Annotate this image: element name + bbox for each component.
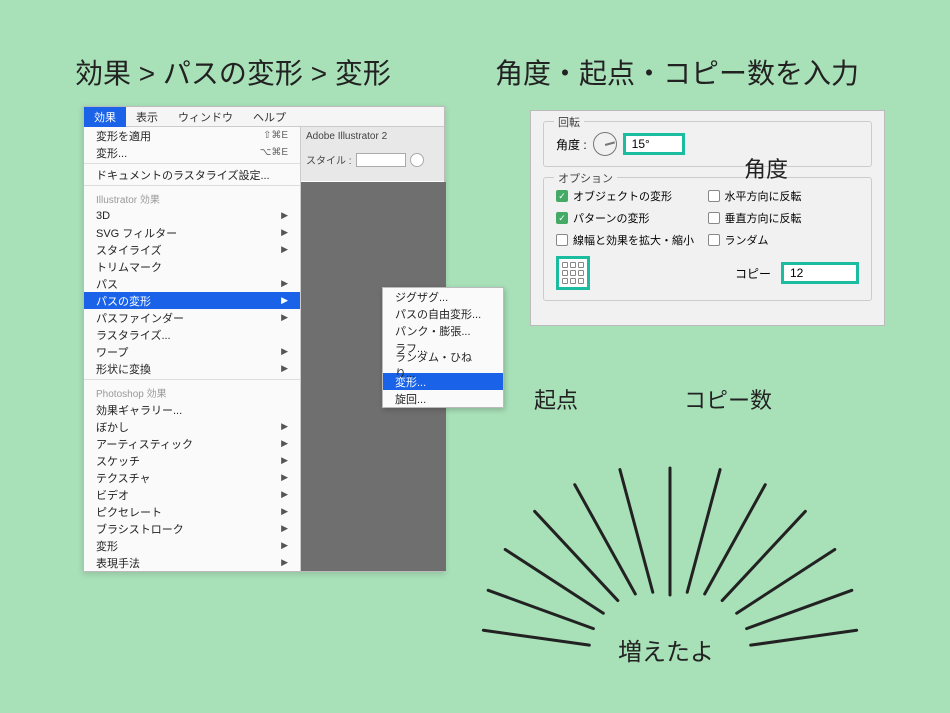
copy-input[interactable]: 12 — [781, 262, 859, 284]
menubar-item[interactable]: 効果 — [84, 107, 126, 127]
ray — [749, 629, 858, 647]
window-toolbar: Adobe Illustrator 2 スタイル : — [299, 127, 444, 181]
menu-item[interactable]: スタイライズ▶ — [84, 241, 300, 258]
copy-label: コピー — [735, 265, 771, 282]
menubar-item[interactable]: ヘルプ — [243, 107, 296, 127]
menubar: 効果表示ウィンドウヘルプ — [84, 107, 444, 127]
menu-item[interactable]: パスの変形▶ — [84, 292, 300, 309]
menu-item[interactable]: テクスチャ▶ — [84, 469, 300, 486]
ray — [482, 629, 591, 647]
heading-left: 効果 > パスの変形 > 変形 — [75, 52, 391, 92]
checkbox-row[interactable]: ✓パターンの変形 — [556, 210, 708, 226]
checkbox-icon — [556, 234, 568, 246]
menu-item[interactable]: SVG フィルター▶ — [84, 224, 300, 241]
ray — [669, 467, 672, 597]
angle-input[interactable]: 15° — [623, 133, 685, 155]
menu-item[interactable]: ワープ▶ — [84, 343, 300, 360]
menu-item[interactable]: 変形を適用⇧⌘E — [84, 127, 300, 144]
style-label: スタイル : — [306, 152, 352, 167]
menu-item[interactable]: アーティスティック▶ — [84, 435, 300, 452]
options-legend: オプション — [554, 170, 617, 186]
menubar-item[interactable]: ウィンドウ — [168, 107, 243, 127]
checkbox-icon — [708, 212, 720, 224]
menu-item[interactable]: ビデオ▶ — [84, 486, 300, 503]
angle-label: 角度 : — [556, 136, 587, 153]
menu-item[interactable]: 形状に変換▶ — [84, 360, 300, 377]
menu-section-label: Photoshop 効果 — [84, 382, 300, 401]
style-select[interactable] — [356, 153, 406, 167]
toolbar-btn[interactable] — [410, 153, 424, 167]
menu-item[interactable]: 3D▶ — [84, 207, 300, 224]
menu-item[interactable]: 変形▶ — [84, 537, 300, 554]
checkbox-row[interactable]: 水平方向に反転 — [708, 188, 860, 204]
ray — [735, 547, 837, 615]
menu-item[interactable]: ブラシストローク▶ — [84, 520, 300, 537]
angle-dial-icon[interactable] — [593, 132, 617, 156]
heading-right: 角度・起点・コピー数を入力 — [495, 52, 859, 92]
checkbox-icon: ✓ — [556, 190, 568, 202]
menu-item[interactable]: パス▶ — [84, 275, 300, 292]
checkbox-icon — [708, 234, 720, 246]
menu-item[interactable]: ドキュメントのラスタライズ設定... — [84, 166, 300, 183]
menu-item[interactable]: ぼかし▶ — [84, 418, 300, 435]
checkbox-row[interactable]: 垂直方向に反転 — [708, 210, 860, 226]
ray — [720, 509, 807, 602]
menu-item[interactable]: ジグザグ... — [383, 288, 503, 305]
checkbox-icon — [708, 190, 720, 202]
origin-annot: 起点 — [534, 383, 578, 415]
menu-item[interactable]: 効果ギャラリー... — [84, 401, 300, 418]
angle-annot: 角度 — [744, 152, 788, 184]
menu-item[interactable]: トリムマーク — [84, 258, 300, 275]
window-title: Adobe Illustrator 2 — [306, 131, 438, 142]
transform-dialog: 回転 角度 : 15° オプション ✓オブジェクトの変形水平方向に反転✓パターン… — [530, 110, 885, 326]
checkbox-row[interactable]: ランダム — [708, 232, 860, 248]
menu-item[interactable]: ラスタライズ... — [84, 326, 300, 343]
copy-annot: コピー数 — [684, 383, 772, 415]
ray — [503, 547, 605, 615]
ray — [533, 509, 620, 602]
effect-menu: 変形を適用⇧⌘E変形...⌥⌘E ドキュメントのラスタライズ設定... Illust… — [84, 127, 301, 571]
menu-item[interactable]: 旋回... — [383, 390, 503, 407]
burst-label: 増えたよ — [618, 632, 714, 667]
menu-item[interactable]: 変形...⌥⌘E — [84, 144, 300, 161]
checkbox-row[interactable]: ✓オブジェクトの変形 — [556, 188, 708, 204]
checkbox-row[interactable]: 線幅と効果を拡大・縮小 — [556, 232, 708, 248]
path-distort-submenu: ジグザグ...パスの自由変形...パンク・膨張...ラフ...ランダム・ひねり.… — [382, 287, 504, 408]
menu-item[interactable]: ランダム・ひねり... — [383, 356, 503, 373]
rotate-legend: 回転 — [554, 114, 584, 130]
menu-item[interactable]: パスの自由変形... — [383, 305, 503, 322]
options-fieldset: オプション ✓オブジェクトの変形水平方向に反転✓パターンの変形垂直方向に反転線幅… — [543, 177, 872, 301]
menu-item[interactable]: パンク・膨張... — [383, 322, 503, 339]
illustrator-menu-screenshot: 効果表示ウィンドウヘルプ Adobe Illustrator 2 スタイル : … — [83, 106, 445, 572]
menu-section-label: Illustrator 効果 — [84, 188, 300, 207]
menu-item[interactable]: 表現手法▶ — [84, 554, 300, 571]
menu-item[interactable]: スケッチ▶ — [84, 452, 300, 469]
origin-selector[interactable] — [556, 256, 590, 290]
menubar-item[interactable]: 表示 — [126, 107, 168, 127]
rotate-fieldset: 回転 角度 : 15° — [543, 121, 872, 167]
menu-item[interactable]: ピクセレート▶ — [84, 503, 300, 520]
menu-item[interactable]: パスファインダー▶ — [84, 309, 300, 326]
checkbox-icon: ✓ — [556, 212, 568, 224]
